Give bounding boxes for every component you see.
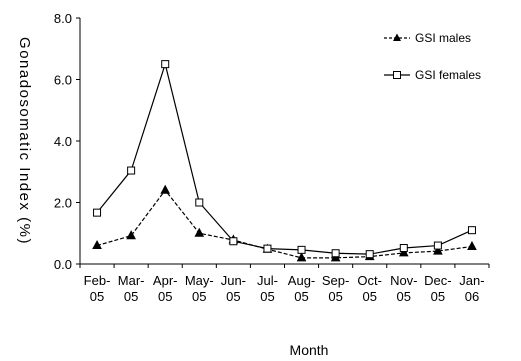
data-point xyxy=(195,198,204,207)
data-point xyxy=(467,226,476,235)
x-tick-label-month: Jun- xyxy=(221,273,246,288)
x-tick-label-year: 05 xyxy=(124,289,138,304)
x-tick-label-year: 05 xyxy=(431,289,445,304)
legend-item: GSI males xyxy=(384,31,471,45)
x-tick-label-month: Jan- xyxy=(459,273,484,288)
data-point xyxy=(126,230,136,240)
x-tick-label-year: 05 xyxy=(397,289,411,304)
y-tick-label: 8.0 xyxy=(54,11,72,26)
x-tick-label-month: Mar- xyxy=(118,273,145,288)
data-point xyxy=(433,245,443,255)
x-tick-label-month: Aug- xyxy=(288,273,315,288)
y-axis-title-text: Gonadosomatic Index (%) xyxy=(16,37,33,245)
x-tick-label-year: 05 xyxy=(158,289,172,304)
x-tick-label-month: Sep- xyxy=(322,273,349,288)
x-tick-label: Jul-05 xyxy=(257,273,278,304)
x-tick-label-month: Apr- xyxy=(153,273,178,288)
x-tick-label: Aug-05 xyxy=(288,273,315,304)
series-layer xyxy=(92,60,477,262)
series-line xyxy=(96,61,473,255)
data-point xyxy=(92,239,102,250)
x-tick-label: Oct-05 xyxy=(357,273,382,304)
x-tick-label-month: Oct- xyxy=(357,273,382,288)
data-point xyxy=(161,60,170,69)
x-tick-label: Dec-05 xyxy=(424,273,451,304)
axes xyxy=(79,18,489,265)
series-gsi-females xyxy=(93,60,476,259)
x-tick-label-year: 05 xyxy=(192,289,206,304)
y-tick-label: 2.0 xyxy=(54,196,72,211)
y-tick-label: 6.0 xyxy=(54,73,72,88)
data-point xyxy=(263,244,272,253)
legend-swatch-marker xyxy=(393,33,401,41)
x-tick-label: Jan-06 xyxy=(459,273,484,304)
legend-label: GSI females xyxy=(415,68,481,82)
x-tick-label-year: 05 xyxy=(226,289,240,304)
x-tick-label: Mar-05 xyxy=(118,273,145,304)
legend-label: GSI males xyxy=(415,31,471,45)
data-point xyxy=(365,250,374,259)
x-tick-label-month: May- xyxy=(185,273,214,288)
x-tick-label-year: 05 xyxy=(362,289,376,304)
y-tick-label: 0.0 xyxy=(54,257,72,272)
legend-item: GSI females xyxy=(384,68,481,82)
y-axis-ticks: 0.0 2.0 4.0 6.0 8.0 xyxy=(54,11,80,272)
data-point xyxy=(296,252,307,262)
data-point xyxy=(398,247,409,257)
x-tick-label-month: Dec- xyxy=(424,273,451,288)
data-point xyxy=(399,244,408,253)
x-tick-label-year: 05 xyxy=(294,289,308,304)
y-tick-label: 4.0 xyxy=(54,134,72,149)
x-tick-label-year: 06 xyxy=(465,289,479,304)
x-tick-label-month: Nov- xyxy=(390,273,417,288)
data-point xyxy=(331,249,340,258)
x-axis-title: Month xyxy=(290,342,329,358)
data-point xyxy=(433,241,442,250)
x-tick-label-year: 05 xyxy=(328,289,342,304)
x-tick-label: Nov-05 xyxy=(390,273,417,304)
x-tick-label-month: Feb- xyxy=(84,273,111,288)
data-point xyxy=(467,240,477,250)
x-tick-label: Feb-05 xyxy=(84,273,111,304)
data-point xyxy=(127,166,136,175)
data-point xyxy=(160,184,171,194)
x-tick-label: Sep-05 xyxy=(322,273,349,304)
data-point xyxy=(194,227,205,237)
x-tick-label-year: 05 xyxy=(90,289,104,304)
data-point xyxy=(93,208,102,217)
legend: GSI males GSI females xyxy=(384,31,481,82)
data-point xyxy=(229,237,238,246)
x-tick-label: Apr-05 xyxy=(153,273,178,304)
series-line xyxy=(96,189,473,259)
data-point xyxy=(297,245,306,254)
x-tick-label-month: Jul- xyxy=(257,273,278,288)
x-axis-ticks: Feb-05Mar-05Apr-05May-05Jun-05Jul-05Aug-… xyxy=(79,264,490,304)
legend-swatch-marker xyxy=(393,71,401,79)
x-tick-label: Jun-05 xyxy=(221,273,246,304)
x-tick-label-year: 05 xyxy=(260,289,274,304)
y-axis-title: Gonadosomatic Index (%) xyxy=(16,37,33,245)
x-tick-label: May-05 xyxy=(185,273,214,304)
